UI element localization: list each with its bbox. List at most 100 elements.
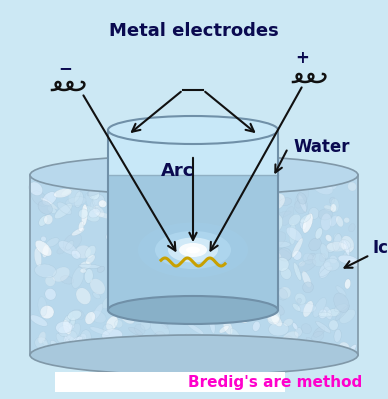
Ellipse shape xyxy=(59,241,77,255)
Ellipse shape xyxy=(135,324,145,335)
Ellipse shape xyxy=(71,250,80,259)
Ellipse shape xyxy=(154,332,165,342)
Ellipse shape xyxy=(99,200,107,207)
Ellipse shape xyxy=(230,328,243,347)
Ellipse shape xyxy=(165,311,176,325)
Ellipse shape xyxy=(326,235,332,241)
Text: Metal electrodes: Metal electrodes xyxy=(109,22,279,40)
Ellipse shape xyxy=(63,315,70,328)
Ellipse shape xyxy=(345,279,351,289)
Text: Water: Water xyxy=(293,138,350,156)
Ellipse shape xyxy=(63,320,71,334)
Ellipse shape xyxy=(92,304,103,321)
Ellipse shape xyxy=(343,240,350,256)
Ellipse shape xyxy=(138,223,248,277)
Ellipse shape xyxy=(327,309,340,316)
Text: Ice: Ice xyxy=(372,239,388,257)
Ellipse shape xyxy=(318,312,331,317)
Ellipse shape xyxy=(168,237,218,263)
Ellipse shape xyxy=(68,310,81,320)
Ellipse shape xyxy=(289,214,301,226)
Ellipse shape xyxy=(209,312,215,334)
Ellipse shape xyxy=(343,247,354,256)
Ellipse shape xyxy=(93,206,104,217)
Ellipse shape xyxy=(267,232,286,249)
Ellipse shape xyxy=(273,304,284,315)
Ellipse shape xyxy=(72,336,83,344)
Ellipse shape xyxy=(76,245,91,259)
Ellipse shape xyxy=(88,339,100,358)
Ellipse shape xyxy=(293,304,301,311)
Ellipse shape xyxy=(314,327,325,337)
Ellipse shape xyxy=(289,223,296,245)
Ellipse shape xyxy=(292,238,303,257)
Ellipse shape xyxy=(334,329,341,342)
Ellipse shape xyxy=(313,181,333,195)
Ellipse shape xyxy=(308,253,315,261)
Ellipse shape xyxy=(346,259,359,267)
Ellipse shape xyxy=(346,344,356,356)
Ellipse shape xyxy=(78,221,84,231)
Ellipse shape xyxy=(69,323,80,342)
Ellipse shape xyxy=(274,179,289,193)
Ellipse shape xyxy=(43,340,48,346)
Ellipse shape xyxy=(329,255,337,264)
Ellipse shape xyxy=(29,182,43,196)
Ellipse shape xyxy=(161,321,168,329)
Ellipse shape xyxy=(63,233,81,251)
Ellipse shape xyxy=(90,310,106,323)
Ellipse shape xyxy=(186,247,200,253)
Ellipse shape xyxy=(237,310,249,323)
Ellipse shape xyxy=(318,209,333,220)
Ellipse shape xyxy=(249,343,261,351)
Ellipse shape xyxy=(39,216,48,226)
Ellipse shape xyxy=(267,312,280,325)
Ellipse shape xyxy=(41,236,46,242)
Ellipse shape xyxy=(300,214,311,223)
Ellipse shape xyxy=(128,327,142,335)
Ellipse shape xyxy=(108,116,278,144)
Ellipse shape xyxy=(341,236,354,253)
Ellipse shape xyxy=(66,331,71,340)
Ellipse shape xyxy=(103,324,113,333)
Ellipse shape xyxy=(335,305,349,320)
Ellipse shape xyxy=(306,337,315,345)
Ellipse shape xyxy=(294,200,308,213)
Ellipse shape xyxy=(90,196,99,208)
Ellipse shape xyxy=(93,292,100,299)
Ellipse shape xyxy=(68,188,80,203)
Ellipse shape xyxy=(38,201,52,214)
Ellipse shape xyxy=(76,334,87,344)
Ellipse shape xyxy=(282,207,294,225)
Ellipse shape xyxy=(54,189,72,198)
Ellipse shape xyxy=(58,326,70,337)
Ellipse shape xyxy=(61,187,74,196)
Text: Arc: Arc xyxy=(161,162,195,180)
Ellipse shape xyxy=(102,297,112,309)
Ellipse shape xyxy=(85,312,95,324)
Ellipse shape xyxy=(324,258,340,271)
Ellipse shape xyxy=(78,264,100,269)
Ellipse shape xyxy=(324,205,333,211)
Ellipse shape xyxy=(85,245,96,259)
Ellipse shape xyxy=(50,340,58,349)
Ellipse shape xyxy=(187,323,204,334)
Ellipse shape xyxy=(86,255,95,264)
Ellipse shape xyxy=(35,337,48,349)
Ellipse shape xyxy=(80,261,91,269)
Ellipse shape xyxy=(55,321,73,334)
Ellipse shape xyxy=(54,203,72,219)
Ellipse shape xyxy=(339,342,350,353)
Ellipse shape xyxy=(279,287,291,299)
Ellipse shape xyxy=(155,231,231,269)
Ellipse shape xyxy=(309,207,319,219)
Ellipse shape xyxy=(66,197,87,206)
Ellipse shape xyxy=(294,263,301,280)
Ellipse shape xyxy=(52,267,70,282)
Ellipse shape xyxy=(275,258,289,271)
Ellipse shape xyxy=(326,242,347,252)
Ellipse shape xyxy=(57,202,71,214)
Ellipse shape xyxy=(72,228,85,236)
Ellipse shape xyxy=(182,344,189,352)
Ellipse shape xyxy=(338,255,358,265)
